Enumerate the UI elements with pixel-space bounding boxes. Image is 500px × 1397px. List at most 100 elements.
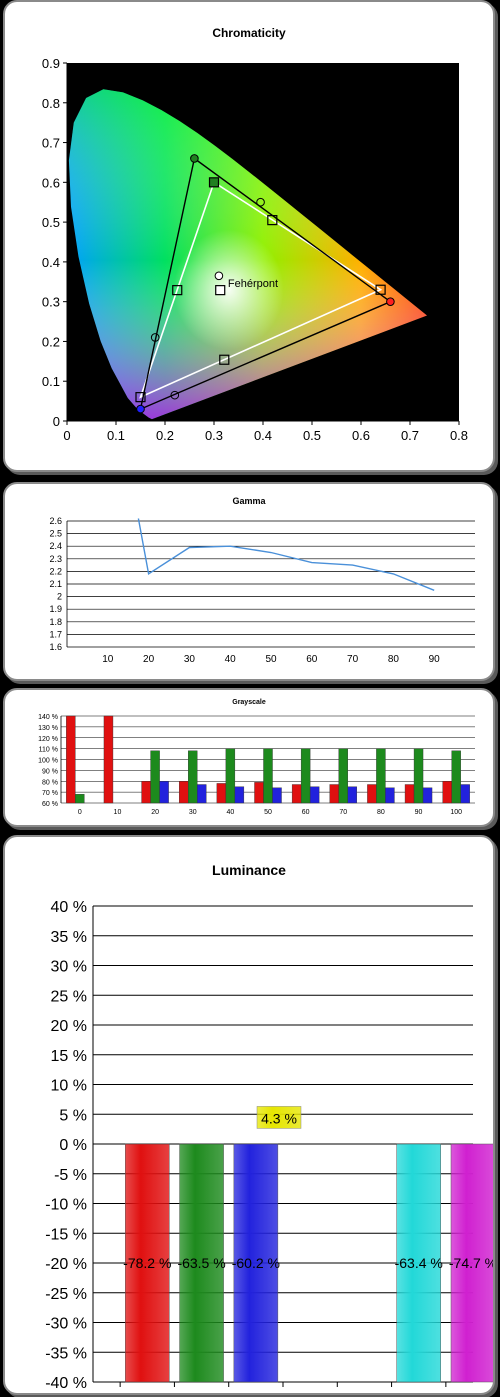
red-bar xyxy=(254,782,264,804)
x-tick-label: 20 xyxy=(151,809,159,816)
x-tick-label: 0.3 xyxy=(205,428,223,443)
y-tick-label: 35 % xyxy=(51,929,87,946)
x-tick-label: 30 xyxy=(184,654,196,665)
luminance-panel: Luminance 40 % 35 % 30 % 25 % 20 % 15 % 10 % 5 %… xyxy=(3,835,495,1395)
x-tick-label: 0 xyxy=(78,809,82,816)
y-tick-label: 2.4 xyxy=(49,541,62,551)
y-tick-label: 110 % xyxy=(39,747,58,754)
blue-bar xyxy=(197,784,207,804)
y-tick-label: 90 % xyxy=(42,768,58,775)
measured-white-point xyxy=(214,271,224,281)
cyan-luminance-bar xyxy=(396,1143,441,1383)
reference-primary-point xyxy=(208,177,220,188)
data-label: -74.7 % xyxy=(449,1255,493,1271)
x-tick-label: 0.1 xyxy=(107,428,125,443)
green-bar xyxy=(338,748,348,804)
measured-primary-point xyxy=(190,154,199,163)
red-bar xyxy=(329,784,339,804)
x-tick-label: 50 xyxy=(264,809,272,816)
y-tick-label: 0.2 xyxy=(42,334,60,349)
chart-title: Gamma xyxy=(232,496,266,506)
green-bar xyxy=(376,748,386,804)
data-label: -63.5 % xyxy=(177,1255,225,1271)
y-tick-label: 0.8 xyxy=(42,96,60,111)
x-tick-label: 60 xyxy=(306,654,318,665)
grayscale-chart: Grayscale 60 % 70 % 80 % 90 % 100 % 110 % 120 %… xyxy=(38,699,475,816)
green-bar xyxy=(451,750,461,804)
y-tick-label: 0.5 xyxy=(42,215,60,230)
y-tick-label: -10 % xyxy=(45,1197,87,1214)
y-tick-label: 70 % xyxy=(42,790,58,797)
red-bar xyxy=(66,715,76,804)
green-bar xyxy=(188,750,198,804)
red-bar xyxy=(442,781,452,804)
x-tick-label: 0.4 xyxy=(254,428,272,443)
chromaticity-chart: Chromaticity 0 0.1 0.2 0.3 0.4 0.5 0.6 0.7 0.8 0 0.… xyxy=(42,26,468,443)
chart-title: Luminance xyxy=(212,862,286,878)
y-tick-label: 2.5 xyxy=(49,529,62,539)
y-tick-label: 30 % xyxy=(51,959,87,976)
reference-secondary-point xyxy=(172,285,183,296)
red-bar xyxy=(404,784,415,804)
green-bar xyxy=(263,748,273,804)
blue-bar xyxy=(347,786,357,804)
red-bar xyxy=(103,715,114,804)
y-tick-label: 0.1 xyxy=(42,374,60,389)
reference-primary-point xyxy=(135,392,146,403)
blue-bar xyxy=(234,786,245,804)
locus-white-glow xyxy=(173,229,284,350)
y-tick-label: 0.9 xyxy=(42,56,60,71)
y-tick-label: 10 % xyxy=(51,1078,87,1095)
green-bar xyxy=(225,748,236,804)
x-tick-label: 10 xyxy=(114,809,122,816)
y-tick-label: -30 % xyxy=(45,1316,87,1333)
reference-secondary-point xyxy=(267,215,278,226)
x-tick-label: 0.6 xyxy=(352,428,370,443)
red-bar xyxy=(141,781,151,804)
y-tick-label: -35 % xyxy=(45,1345,87,1362)
x-tick-label: 70 xyxy=(339,809,347,816)
x-tick-label: 10 xyxy=(102,654,114,665)
y-tick-label: -20 % xyxy=(45,1256,87,1273)
red-bar xyxy=(216,783,227,804)
y-tick-label: 40 % xyxy=(51,899,87,916)
gamma-panel: Gamma 1.6 1.7 1.8 1.9 2 2.1 2.2 2.3 2.4 2.5 2.6 10 20… xyxy=(3,482,495,681)
y-tick-label: -5 % xyxy=(54,1167,87,1184)
measured-primary-point xyxy=(386,297,395,306)
magenta-luminance-bar xyxy=(450,1143,493,1383)
reference-gamut-triangle xyxy=(139,181,383,399)
green-bar xyxy=(150,750,160,804)
y-tick-label: 100 % xyxy=(38,758,58,765)
x-tick-label: 30 xyxy=(189,809,197,816)
y-tick-label: 2.1 xyxy=(49,579,62,589)
y-tick-label: 2.6 xyxy=(49,516,62,526)
y-tick-label: 0.3 xyxy=(42,295,60,310)
x-tick-label: 0 xyxy=(63,428,70,443)
blue-bar xyxy=(385,787,395,804)
x-tick-label: 50 xyxy=(265,654,277,665)
y-tick-label: -15 % xyxy=(45,1226,87,1243)
measured-primary-point xyxy=(136,404,145,414)
white-point-label: Fehérpont xyxy=(228,278,278,290)
y-tick-label: 0 % xyxy=(59,1137,87,1154)
x-tick-label: 0.2 xyxy=(156,428,174,443)
blue-luminance-bar xyxy=(233,1143,279,1383)
y-tick-label: 2.3 xyxy=(49,554,62,564)
green-luminance-bar xyxy=(179,1143,224,1383)
yellow-luminance-bar xyxy=(256,1106,302,1129)
y-tick-label: -25 % xyxy=(45,1286,87,1303)
x-tick-label: 70 xyxy=(347,654,359,665)
x-tick-label: 40 xyxy=(225,654,237,665)
y-tick-label: 1.8 xyxy=(49,617,62,627)
x-tick-label: 80 xyxy=(377,809,385,816)
chart-title: Grayscale xyxy=(232,699,266,706)
reference-secondary-point xyxy=(219,354,230,365)
y-tick-label: 20 % xyxy=(51,1018,87,1035)
x-tick-label: 100 xyxy=(450,809,462,816)
chart-title: Chromaticity xyxy=(212,26,286,40)
blue-bar xyxy=(422,787,433,804)
green-bar xyxy=(75,794,85,804)
x-tick-label: 0.5 xyxy=(303,428,321,443)
y-tick-label: 1.9 xyxy=(49,604,62,614)
x-tick-label: 0.7 xyxy=(401,428,419,443)
